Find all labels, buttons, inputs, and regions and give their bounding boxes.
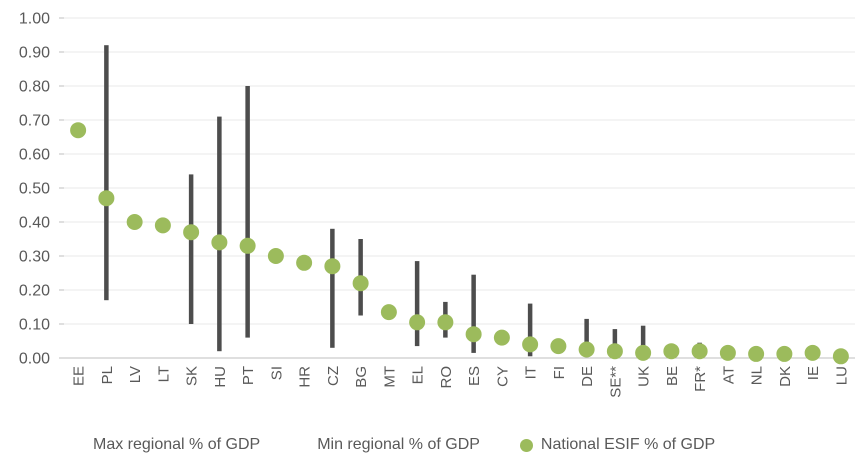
national-esif-dot <box>183 224 200 241</box>
national-esif-dot <box>126 214 143 230</box>
x-category-label: IT <box>523 366 540 379</box>
legend-label-min-regional: Min regional % of GDP <box>317 436 480 453</box>
national-esif-dot <box>211 234 228 251</box>
x-category-label: SK <box>184 366 201 386</box>
x-category-label: EE <box>71 366 88 386</box>
x-category-label: IE <box>805 366 822 380</box>
national-esif-dot <box>465 326 482 343</box>
range-bar <box>612 329 618 357</box>
national-esif-dot <box>296 254 313 271</box>
range-bar <box>584 318 589 355</box>
national-esif-dot <box>324 258 341 275</box>
y-tick-label: 0.00 <box>19 351 50 368</box>
range-bar <box>217 116 222 352</box>
national-esif-dot <box>154 217 171 234</box>
y-tick-label: 1.00 <box>19 11 50 28</box>
x-category-label: MT <box>381 366 398 388</box>
national-esif-dot <box>522 336 539 353</box>
national-esif-dot <box>748 345 765 362</box>
x-category-label: PL <box>99 366 116 384</box>
national-esif-dot <box>550 338 567 355</box>
national-esif-dot <box>663 343 680 360</box>
x-category-label: ES <box>466 366 483 386</box>
legend-label-max-regional: Max regional % of GDP <box>93 436 261 453</box>
x-category-label: CY <box>494 366 511 387</box>
national-esif-dot <box>832 348 849 365</box>
national-esif-dot <box>70 122 87 139</box>
national-esif-dot <box>437 314 454 331</box>
national-esif-dot <box>691 343 708 360</box>
x-category-label: LT <box>155 366 172 382</box>
y-tick-label: 0.80 <box>19 79 50 96</box>
national-esif-dot <box>239 237 256 254</box>
legend-label-national-esif: National ESIF % of GDP <box>540 436 716 453</box>
x-category-label: HR <box>297 366 314 388</box>
national-esif-dot <box>98 190 115 207</box>
y-tick-label: 0.10 <box>19 317 50 334</box>
legend-item-max-regional: Max regional % of GDP <box>93 436 260 454</box>
national-esif-dot <box>380 304 397 321</box>
y-tick-label: 0.90 <box>19 45 50 62</box>
x-category-label: BG <box>353 366 370 388</box>
x-category-label: LV <box>127 366 144 383</box>
y-tick-label: 0.30 <box>19 249 50 266</box>
range-bar <box>527 303 533 357</box>
x-category-label: AT <box>720 366 737 384</box>
national-esif-dot <box>409 314 426 331</box>
national-esif-dot <box>776 345 793 362</box>
national-esif-dot <box>493 329 510 346</box>
x-category-label: DE <box>579 366 596 387</box>
range-bar <box>471 274 476 353</box>
y-tick-label: 0.50 <box>19 181 50 198</box>
x-category-label: NL <box>749 366 766 385</box>
y-tick-label: 0.60 <box>19 147 50 164</box>
x-category-label: LU <box>833 366 850 385</box>
legend-item-national-esif: National ESIF % of GDP <box>519 436 716 454</box>
range-bar <box>414 261 420 347</box>
range-bar <box>330 228 335 348</box>
x-category-label: HU <box>212 366 229 388</box>
range-bar <box>104 45 109 301</box>
x-category-label: FI <box>551 366 568 379</box>
national-esif-dot <box>606 343 623 360</box>
legend-item-min-regional: Min regional % of GDP <box>317 436 480 454</box>
range-bar <box>245 86 250 338</box>
x-category-label: PT <box>240 366 257 385</box>
x-category-label: RO <box>438 366 455 389</box>
range-bar <box>188 174 194 324</box>
green-dot-marker-icon <box>519 438 533 452</box>
x-category-label: UK <box>636 366 653 387</box>
x-category-label: SE** <box>607 366 624 398</box>
national-esif-dot <box>267 248 284 264</box>
x-category-label: EL <box>410 366 427 384</box>
national-esif-dot <box>635 344 652 361</box>
y-tick-label: 0.40 <box>19 215 50 232</box>
x-category-label: BE <box>664 366 681 386</box>
y-tick-label: 0.20 <box>19 283 50 300</box>
x-category-label: FR* <box>692 366 709 392</box>
range-bar <box>640 325 646 357</box>
chart-legend: Max regional % of GDP Min regional % of … <box>0 430 863 460</box>
y-tick-label: 0.70 <box>19 113 50 130</box>
national-esif-dot <box>804 344 821 361</box>
national-esif-dot <box>352 275 369 292</box>
national-esif-dot <box>578 341 595 358</box>
national-esif-dot <box>719 344 736 361</box>
x-category-label: SI <box>268 366 285 380</box>
scatter-plot-canvas: 0.00 0.10 0.20 0.30 0.40 0.50 0.60 0.70 0.80 0.90… <box>19 11 855 398</box>
x-category-label: CZ <box>325 366 342 386</box>
x-category-label: DK <box>777 366 794 387</box>
